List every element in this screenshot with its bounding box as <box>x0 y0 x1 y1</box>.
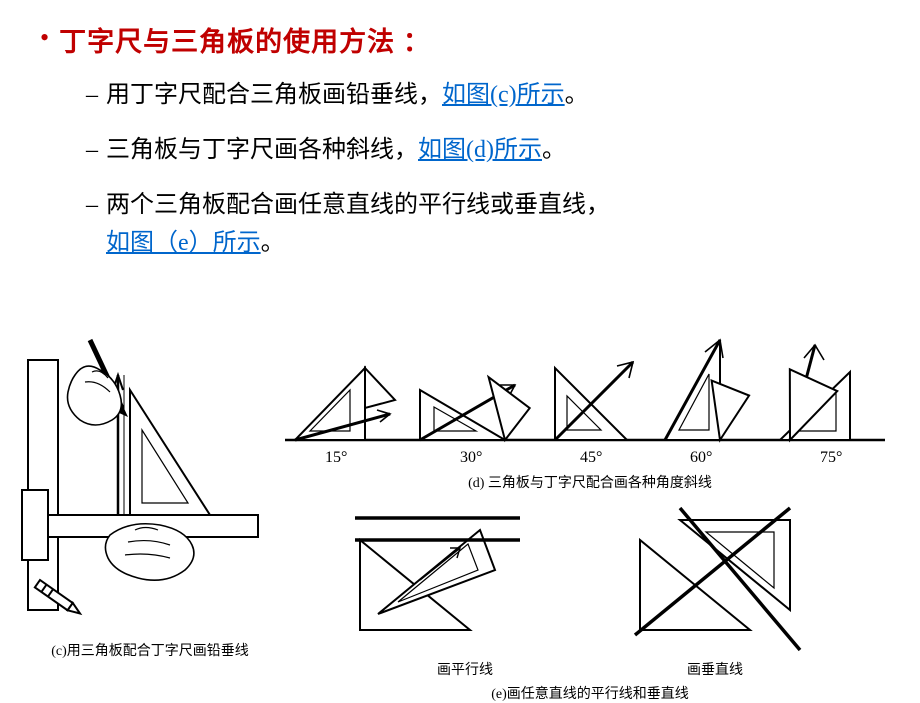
figure-c-caption: (c)用三角板配合丁字尺画铅垂线 <box>20 640 280 660</box>
sub-item-1: – 用丁字尺配合三角板画铅垂线，如图(c)所示。 <box>86 77 880 114</box>
figure-d-caption: (d) 三角板与丁字尺配合画各种角度斜线 <box>280 472 900 492</box>
sub-text-2: 三角板与丁字尺画各种斜线，如图(d)所示。 <box>106 132 880 169</box>
pre-text: 三角板与丁字尺画各种斜线， <box>106 137 418 163</box>
figure-e-sub1: 画平行线 <box>437 659 493 679</box>
angle-label: 45° <box>580 449 602 466</box>
link-d[interactable]: 如图(d)所示 <box>418 137 542 163</box>
post-text: 。 <box>542 137 566 163</box>
dash-icon: – <box>86 77 98 114</box>
figure-e-svg <box>280 500 890 665</box>
figure-e-caption: (e)画任意直线的平行线和垂直线 <box>280 683 900 703</box>
angle-label: 15° <box>325 449 347 466</box>
angle-label: 60° <box>690 449 712 466</box>
angle-label: 75° <box>820 449 842 466</box>
figure-e: 画平行线 画垂直线 (e)画任意直线的平行线和垂直线 <box>280 500 900 703</box>
figure-d: 15° 30° 45° 60° 75° (d) 三角板与丁字尺配合画各种角度斜线 <box>280 320 900 492</box>
main-bullet: • 丁字尺与三角板的使用方法 ： <box>40 20 880 59</box>
dash-icon: – <box>86 187 98 224</box>
main-title: 丁字尺与三角板的使用方法 ： <box>59 20 431 59</box>
sub-item-3: – 两个三角板配合画任意直线的平行线或垂直线， 如图（e）所示。 <box>86 187 880 261</box>
post-text: 。 <box>261 230 285 256</box>
figures-area: (c)用三角板配合丁字尺画铅垂线 <box>20 320 900 686</box>
figure-c: (c)用三角板配合丁字尺画铅垂线 <box>20 320 280 686</box>
angle-label: 30° <box>460 449 482 466</box>
figure-c-svg <box>20 320 280 640</box>
link-c[interactable]: 如图(c)所示 <box>442 82 565 108</box>
figure-e-sub2: 画垂直线 <box>687 659 743 679</box>
link-e[interactable]: 如图（e）所示 <box>106 230 261 256</box>
dash-icon: – <box>86 132 98 169</box>
pre-text: 用丁字尺配合三角板画铅垂线， <box>106 82 442 108</box>
sub-text-3: 两个三角板配合画任意直线的平行线或垂直线， 如图（e）所示。 <box>106 187 880 261</box>
pre-text: 两个三角板配合画任意直线的平行线或垂直线， <box>106 192 610 218</box>
figure-d-svg: 15° 30° 45° 60° 75° <box>280 320 890 470</box>
figures-right: 15° 30° 45° 60° 75° (d) 三角板与丁字尺配合画各种角度斜线 <box>280 320 900 686</box>
bullet-dot: • <box>40 20 49 56</box>
post-text: 。 <box>565 82 589 108</box>
sub-text-1: 用丁字尺配合三角板画铅垂线，如图(c)所示。 <box>106 77 880 114</box>
sub-item-2: – 三角板与丁字尺画各种斜线，如图(d)所示。 <box>86 132 880 169</box>
